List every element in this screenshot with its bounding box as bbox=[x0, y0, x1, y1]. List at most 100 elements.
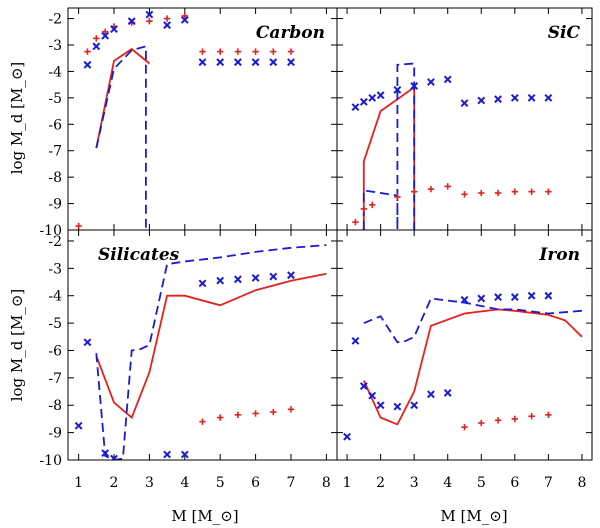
series-group bbox=[351, 62, 553, 230]
series-group bbox=[343, 291, 583, 441]
cross-marker bbox=[180, 450, 189, 459]
series-line-dashed bbox=[362, 62, 416, 230]
panel-title: Iron bbox=[538, 245, 580, 265]
panel-carbon: -10 -9 -8 -7 -6 -5 -4 -3 -2 Carbon bbox=[39, 7, 338, 239]
y-tick-label: -6 bbox=[48, 117, 62, 133]
cross-marker bbox=[198, 279, 207, 288]
series-line-solid bbox=[95, 272, 327, 420]
y-tick-label: -10 bbox=[39, 223, 62, 239]
x-tick-label: 7 bbox=[544, 475, 553, 491]
plus-marker bbox=[478, 419, 485, 427]
plus-marker bbox=[287, 406, 295, 413]
cross-marker bbox=[83, 60, 92, 69]
cross-marker bbox=[460, 99, 469, 108]
cross-marker bbox=[443, 75, 452, 84]
y-tick-label: -2 bbox=[48, 12, 62, 28]
series-line-dashed bbox=[95, 45, 147, 230]
cross-marker bbox=[477, 294, 486, 303]
plus-marker bbox=[252, 48, 259, 55]
plus-marker bbox=[216, 414, 224, 421]
cross-marker bbox=[110, 25, 118, 34]
plus-marker bbox=[511, 415, 519, 423]
x-axis-label-left: M [M_⊙] bbox=[171, 507, 238, 525]
cross-marker bbox=[233, 58, 242, 67]
cross-marker bbox=[527, 93, 536, 102]
plus-marker bbox=[511, 188, 519, 195]
cross-marker bbox=[544, 291, 553, 300]
plus-marker bbox=[545, 188, 552, 195]
plus-marker bbox=[84, 48, 91, 55]
plus-marker bbox=[234, 411, 242, 419]
x-tick-label: 2 bbox=[376, 475, 385, 491]
y-tick-label: -4 bbox=[48, 64, 62, 80]
x-tick-label: 6 bbox=[251, 475, 260, 491]
cross-marker bbox=[287, 58, 295, 67]
plus-marker bbox=[461, 423, 468, 431]
plus-marker bbox=[270, 48, 277, 55]
y-tick-label: -8 bbox=[48, 170, 62, 186]
series-line-solid bbox=[95, 47, 150, 149]
cross-marker bbox=[74, 421, 83, 430]
cross-marker bbox=[269, 58, 278, 67]
cross-marker bbox=[233, 275, 242, 284]
series-line-dashed bbox=[363, 297, 582, 344]
x-tick-label: 1 bbox=[343, 475, 352, 491]
cross-marker bbox=[180, 15, 189, 24]
plus-marker bbox=[545, 411, 552, 419]
cross-marker bbox=[460, 295, 469, 304]
series-line-solid bbox=[362, 85, 416, 230]
y-tick-label: -5 bbox=[48, 91, 62, 107]
cross-marker bbox=[410, 401, 419, 410]
x-tick-label: 7 bbox=[287, 475, 296, 491]
cross-marker bbox=[510, 93, 519, 102]
panel-silicates: 1 2 3 4 5 6 7 8 -10 -9 -8 -7 -6 -5 -4 -3 -2 Silicates bbox=[39, 229, 338, 491]
x-tick-label: 5 bbox=[477, 475, 486, 491]
y-tick-label: -3 bbox=[48, 261, 62, 277]
x-tick-label: 3 bbox=[410, 475, 419, 491]
plus-marker bbox=[75, 222, 82, 230]
x-tick-label: 3 bbox=[145, 475, 154, 491]
series-group bbox=[74, 244, 327, 460]
plus-marker bbox=[216, 48, 224, 55]
y-tick-label: -7 bbox=[48, 144, 62, 160]
panel-iron: 1 2 3 4 5 6 7 8 Iron bbox=[336, 229, 593, 491]
y-tick-label: -5 bbox=[48, 316, 62, 332]
plus-marker bbox=[352, 218, 359, 226]
y-axis-label-top: log M_d [M_⊙] bbox=[8, 62, 26, 175]
plus-marker bbox=[444, 183, 451, 190]
plus-marker bbox=[181, 12, 189, 20]
x-axis-label-right: M [M_⊙] bbox=[440, 507, 507, 525]
cross-marker bbox=[163, 21, 172, 30]
cross-marker bbox=[527, 291, 536, 300]
cross-marker bbox=[376, 401, 385, 410]
plus-marker bbox=[528, 188, 535, 195]
cross-marker bbox=[443, 389, 452, 397]
cross-marker bbox=[427, 78, 435, 86]
cross-marker bbox=[368, 93, 377, 102]
panel-title: SiC bbox=[548, 23, 581, 43]
y-tick-label: -9 bbox=[48, 426, 62, 442]
cross-marker bbox=[510, 293, 519, 301]
plus-marker bbox=[101, 28, 109, 35]
plus-marker bbox=[461, 191, 468, 198]
cross-marker bbox=[110, 454, 118, 460]
plus-marker bbox=[163, 15, 171, 22]
series-line-dashed bbox=[95, 244, 327, 460]
cross-marker bbox=[216, 276, 225, 285]
plus-marker bbox=[360, 205, 368, 213]
cross-marker bbox=[544, 93, 553, 102]
cross-marker bbox=[198, 58, 207, 67]
cross-marker bbox=[101, 449, 110, 458]
plus-marker bbox=[410, 188, 418, 195]
plus-marker bbox=[394, 193, 401, 201]
cross-marker bbox=[251, 58, 260, 67]
plus-marker bbox=[199, 418, 206, 425]
series-line-solid bbox=[362, 308, 583, 426]
cross-marker bbox=[410, 82, 419, 90]
x-tick-label: 8 bbox=[577, 475, 586, 491]
x-tick-label: 4 bbox=[443, 475, 452, 491]
x-tick-label: 5 bbox=[216, 475, 225, 491]
plus-marker bbox=[494, 189, 502, 197]
cross-marker bbox=[351, 103, 360, 112]
